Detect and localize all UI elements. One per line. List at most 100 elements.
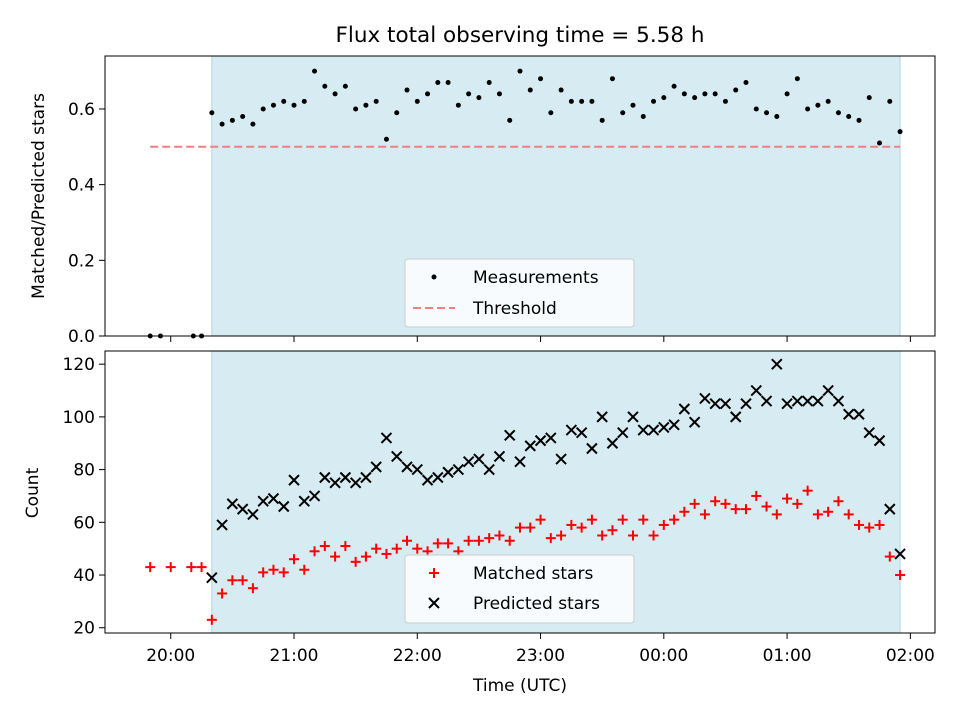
measurements-point (373, 98, 379, 104)
predicted-stars-point (832, 395, 845, 407)
matched-stars-point (463, 535, 474, 546)
matched-stars-point (884, 551, 895, 562)
measurements-point (404, 87, 410, 93)
predicted-stars-point (462, 455, 475, 468)
predicted-stars-point (730, 411, 742, 423)
x-tick-label: 00:00 (639, 646, 688, 666)
predicted-stars-point (894, 548, 906, 560)
measurements-point (589, 98, 595, 104)
matched-stars-point (217, 588, 228, 599)
predicted-stars-point (339, 471, 352, 484)
matched-stars-point (853, 519, 864, 530)
measurements-point (609, 76, 615, 82)
measurements-point (250, 121, 256, 127)
predicted-stars-point (658, 421, 670, 434)
predicted-stars-point (226, 498, 239, 510)
matched-stars-point (648, 530, 659, 541)
predicted-stars-point (873, 434, 886, 447)
top-y-axis: 0.0 0.2 0.4 0.6 (68, 100, 105, 347)
predicted-stars-point (709, 398, 721, 410)
predicted-stars-point (853, 408, 865, 420)
predicted-stars-point (401, 461, 413, 473)
matched-stars-legend-marker (429, 568, 439, 578)
matched-stars-point (227, 575, 238, 586)
predicted-stars-legend-label: Predicted stars (473, 594, 600, 614)
matched-stars-point (196, 562, 207, 573)
x-tick-label: 23:00 (516, 646, 565, 666)
predicted-stars-point (719, 398, 732, 410)
predicted-stars-point (319, 471, 331, 484)
measurements-point (322, 83, 328, 89)
bottom-x-axis: 20:00 21:00 22:00 23:00 00:00 01:00 02:00 (146, 633, 935, 666)
measurements-point (692, 95, 698, 101)
bottom-y-axis-label: Count (23, 467, 43, 518)
predicted-stars-point (411, 463, 423, 476)
measurements-point (877, 140, 883, 146)
matched-stars-point (309, 546, 320, 557)
top-y-axis-label: Matched/Predicted stars (29, 93, 49, 299)
predicted-stars-point (349, 477, 362, 489)
measurements-point (517, 68, 523, 74)
matched-stars-point (617, 514, 628, 525)
matched-stars-point (473, 535, 484, 546)
measurements-point (270, 102, 276, 108)
predicted-stars-point (637, 424, 649, 436)
measurements-legend-marker (431, 274, 437, 280)
measurements-point (702, 91, 708, 97)
measurements-point (527, 87, 533, 93)
predicted-stars-point (812, 395, 824, 407)
matched-stars-point (597, 530, 608, 541)
measurements-point (455, 102, 461, 108)
matched-stars-point (556, 530, 567, 541)
predicted-stars-point (760, 395, 773, 407)
predicted-stars-point (442, 466, 454, 478)
top-x-ticks (170, 336, 911, 342)
predicted-stars-point (524, 440, 536, 452)
measurements-point (722, 98, 728, 104)
matched-stars-point (330, 551, 341, 562)
predicted-stars-point (360, 471, 372, 484)
predicted-stars-point (421, 474, 434, 486)
measurements-point (846, 114, 852, 120)
matched-stars-point (247, 583, 258, 594)
predicted-stars-point (257, 495, 269, 507)
threshold-legend-label: Threshold (472, 299, 557, 319)
x-tick-label: 22:00 (393, 646, 442, 666)
matched-stars-point (730, 504, 741, 515)
matched-stars-point (699, 509, 710, 520)
matched-stars-point (340, 541, 351, 552)
measurements-point (640, 114, 646, 120)
predicted-stars-point (432, 471, 444, 484)
predicted-stars-point (504, 429, 516, 442)
predicted-stars-point (668, 419, 680, 431)
matched-stars-point (689, 498, 700, 509)
measurements-point (476, 95, 482, 101)
predicted-stars-point (236, 503, 249, 515)
matched-stars-point (525, 522, 536, 533)
measurements-point (240, 114, 246, 120)
predicted-stars-point (740, 398, 752, 410)
y-tick-label: 60 (73, 513, 95, 533)
matched-stars-point (638, 514, 649, 525)
matched-stars-point (186, 562, 197, 573)
measurements-point (671, 83, 677, 89)
predicted-stars-point (267, 492, 280, 505)
measurements-point (342, 83, 348, 89)
measurements-point (435, 79, 441, 85)
matched-stars-point (258, 567, 269, 578)
measurements-point (620, 110, 626, 116)
matched-stars-point (771, 509, 782, 520)
y-tick-label: 100 (63, 408, 95, 428)
measurements-point (445, 79, 451, 85)
measurements-point (558, 87, 564, 93)
matched-stars-point (360, 551, 371, 562)
measurements-point (548, 110, 554, 116)
measurements-point (383, 136, 389, 142)
matched-stars-point (792, 498, 803, 509)
matched-stars-point (586, 514, 597, 525)
predicted-stars-point (781, 398, 793, 410)
matched-stars-point (843, 509, 854, 520)
y-tick-label: 80 (73, 461, 95, 481)
matched-stars-point (761, 501, 772, 512)
